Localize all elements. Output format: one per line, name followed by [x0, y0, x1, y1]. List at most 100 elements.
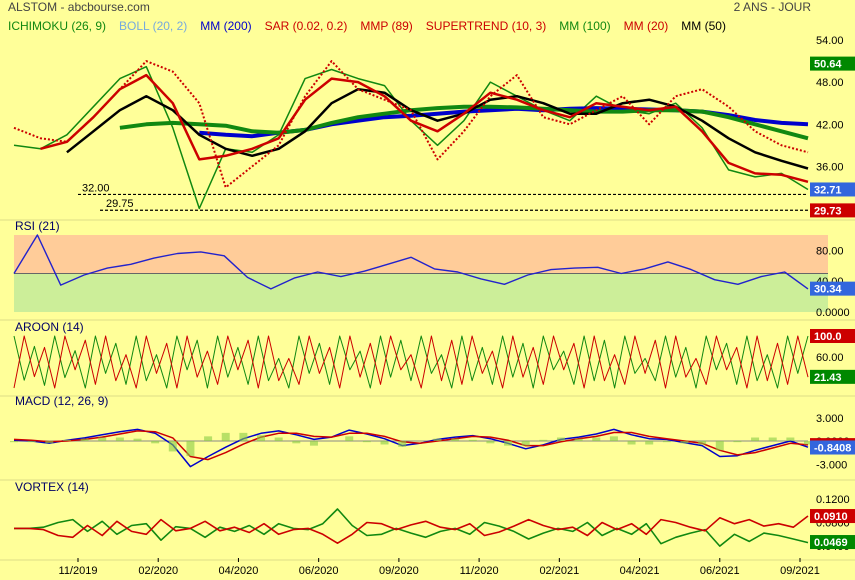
value-badge-label: 32.71 — [814, 184, 842, 196]
macd-histogram-bar — [204, 436, 213, 441]
macd-histogram-bar — [539, 439, 548, 441]
macd-histogram-bar — [27, 441, 36, 443]
macd-histogram-bar — [751, 437, 760, 441]
macd-histogram-bar — [362, 441, 371, 443]
panel-title-2: AROON (14) — [15, 320, 84, 334]
value-badge-label: -0.8408 — [814, 443, 851, 455]
legend-item-6: MM (100) — [559, 19, 611, 33]
x-tick-label: 04/2021 — [620, 565, 660, 577]
value-badge — [810, 440, 855, 455]
value-badge-label: 29.73 — [814, 205, 842, 217]
y-tick-label: 80.00 — [816, 245, 844, 257]
macd-histogram-bar — [627, 441, 636, 445]
x-tick-label: 09/2021 — [780, 565, 820, 577]
x-tick-label: 06/2020 — [299, 565, 339, 577]
support-level-label: 29.75 — [106, 198, 134, 210]
series-line-ichimoku-26-9- — [13, 65, 809, 210]
value-badge — [810, 509, 855, 524]
series-line-vi- — [14, 508, 809, 547]
macd-histogram-bar — [80, 438, 89, 441]
y-tick-label: 60.00 — [816, 352, 844, 364]
series-line-vi- — [14, 515, 809, 545]
macd-histogram-bar — [715, 441, 724, 451]
y-tick-label: 48.00 — [816, 77, 844, 89]
series-line-aroon-up — [13, 335, 809, 389]
y-tick-label: 0.1200 — [816, 494, 850, 506]
legend-item-4: MMP (89) — [360, 19, 413, 33]
value-badge-label: 100.0 — [814, 331, 842, 343]
macd-histogram-bar — [698, 441, 707, 445]
macd-histogram-bar — [521, 441, 530, 446]
rsi-overbought-zone — [14, 235, 828, 274]
macd-histogram-bar — [786, 437, 795, 441]
x-tick-label: 11/2019 — [59, 565, 98, 577]
macd-histogram-bar — [274, 437, 283, 441]
value-badge — [810, 56, 855, 71]
y-tick-label: -3.000 — [816, 459, 847, 471]
value-badge — [810, 535, 855, 550]
series-line-mm-100- — [119, 104, 809, 141]
macd-histogram-bar — [662, 441, 671, 443]
panel-title-3: MACD (12, 26, 9) — [15, 394, 108, 408]
y-tick-label: 42.00 — [816, 119, 844, 131]
x-tick-label: 11/2020 — [460, 565, 499, 577]
macd-histogram-bar — [433, 438, 442, 441]
series-line-rsi-21- — [13, 234, 809, 290]
legend-item-3: SAR (0.02, 0.2) — [264, 19, 348, 33]
macd-histogram-bar — [345, 436, 354, 441]
value-badge-label: 50.64 — [814, 59, 842, 71]
series-line-sar-0-02-0-2- — [13, 60, 809, 189]
macd-histogram-bar — [768, 437, 777, 441]
macd-histogram-bar — [133, 438, 142, 441]
y-tick-label: 36.00 — [816, 161, 844, 173]
y-tick-label: 0.0000 — [816, 307, 850, 319]
series-line-aroon-down — [13, 335, 809, 389]
macd-histogram-bar — [504, 441, 513, 446]
macd-histogram-bar — [486, 441, 495, 444]
macd-histogram-bar — [398, 441, 407, 447]
macd-histogram-bar — [10, 441, 18, 443]
legend-item-1: BOLL (20, 2) — [119, 19, 188, 33]
value-badge-label: 30.34 — [814, 284, 842, 296]
x-tick-label: 06/2021 — [700, 565, 740, 577]
macd-histogram-bar — [221, 432, 230, 441]
macd-histogram-bar — [609, 436, 618, 441]
macd-histogram-bar — [451, 438, 460, 441]
macd-histogram-bar — [574, 438, 583, 441]
value-badge — [810, 329, 855, 343]
macd-histogram-bar — [733, 441, 742, 443]
chart-title: ALSTOM - abcbourse.com — [8, 0, 150, 14]
value-badge — [810, 281, 855, 296]
macd-histogram-bar — [62, 439, 71, 441]
macd-histogram-bar — [680, 441, 689, 444]
macd-histogram-bar — [115, 437, 124, 441]
y-tick-label: 54.00 — [816, 35, 844, 47]
legend-item-5: SUPERTREND (10, 3) — [425, 19, 547, 33]
panel-title-1: RSI (21) — [15, 219, 60, 233]
value-badge-label: 0.0910 — [814, 511, 848, 523]
value-badge — [810, 203, 855, 218]
period-label: 2 ANS - JOUR — [733, 0, 811, 14]
value-badge — [810, 369, 855, 384]
legend-item-8: MM (50) — [681, 19, 726, 33]
macd-histogram-bar — [556, 437, 565, 441]
panel-title-4: VORTEX (14) — [15, 480, 89, 494]
support-level-label: 32.00 — [82, 182, 110, 194]
macd-histogram-bar — [257, 435, 266, 441]
indicator-legend: ICHIMOKU (26, 9) BOLL (20, 2) MM (200) SAR … — [8, 19, 739, 33]
macd-histogram-bar — [592, 437, 601, 441]
macd-histogram-bar — [468, 439, 477, 441]
value-badge-label: 0.0469 — [814, 537, 848, 549]
macd-histogram-bar — [168, 441, 177, 452]
macd-histogram-bar — [380, 441, 389, 445]
macd-histogram-bar — [645, 441, 654, 445]
series-line-macd — [13, 428, 809, 468]
y-tick-label: 3.000 — [816, 413, 844, 425]
macd-histogram-bar — [151, 441, 160, 444]
macd-histogram-bar — [309, 441, 318, 446]
macd-histogram-bar — [45, 441, 54, 444]
macd-histogram-bar — [292, 441, 301, 444]
series-line-mm-50- — [66, 87, 809, 170]
legend-item-0: ICHIMOKU (26, 9) — [8, 19, 107, 33]
series-line-mm-20- — [40, 73, 809, 184]
